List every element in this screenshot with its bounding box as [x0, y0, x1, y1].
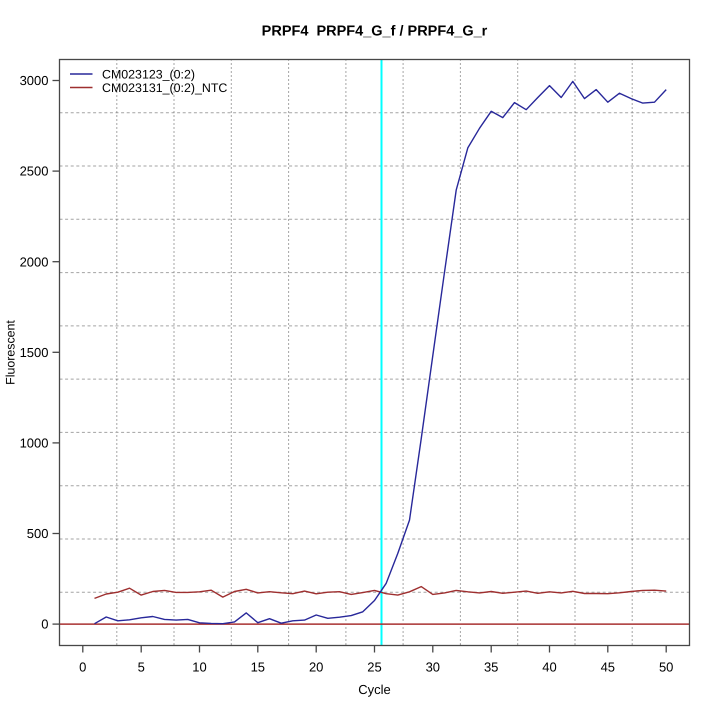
svg-text:5: 5: [138, 660, 145, 675]
svg-text:Fluorescent: Fluorescent: [4, 320, 18, 385]
svg-text:Cycle: Cycle: [358, 682, 391, 697]
svg-text:35: 35: [484, 660, 498, 675]
svg-text:PRPF4 PRPF4_G_f / PRPF4_G_r: PRPF4 PRPF4_G_f / PRPF4_G_r: [262, 24, 488, 40]
svg-text:3000: 3000: [20, 73, 49, 88]
svg-text:30: 30: [426, 660, 440, 675]
svg-text:40: 40: [542, 660, 556, 675]
svg-text:45: 45: [601, 660, 615, 675]
svg-text:20: 20: [309, 660, 323, 675]
svg-text:25: 25: [367, 660, 381, 675]
svg-text:CM023131_(0:2)_NTC: CM023131_(0:2)_NTC: [102, 81, 227, 95]
svg-text:1000: 1000: [20, 436, 49, 451]
svg-text:0: 0: [41, 617, 48, 632]
svg-text:500: 500: [27, 526, 49, 541]
svg-text:2500: 2500: [20, 164, 49, 179]
svg-text:50: 50: [659, 660, 673, 675]
svg-text:10: 10: [192, 660, 206, 675]
svg-text:2000: 2000: [20, 254, 49, 269]
svg-text:CM023123_(0:2): CM023123_(0:2): [102, 68, 195, 82]
svg-text:1500: 1500: [20, 345, 49, 360]
svg-text:0: 0: [79, 660, 86, 675]
svg-text:15: 15: [251, 660, 265, 675]
